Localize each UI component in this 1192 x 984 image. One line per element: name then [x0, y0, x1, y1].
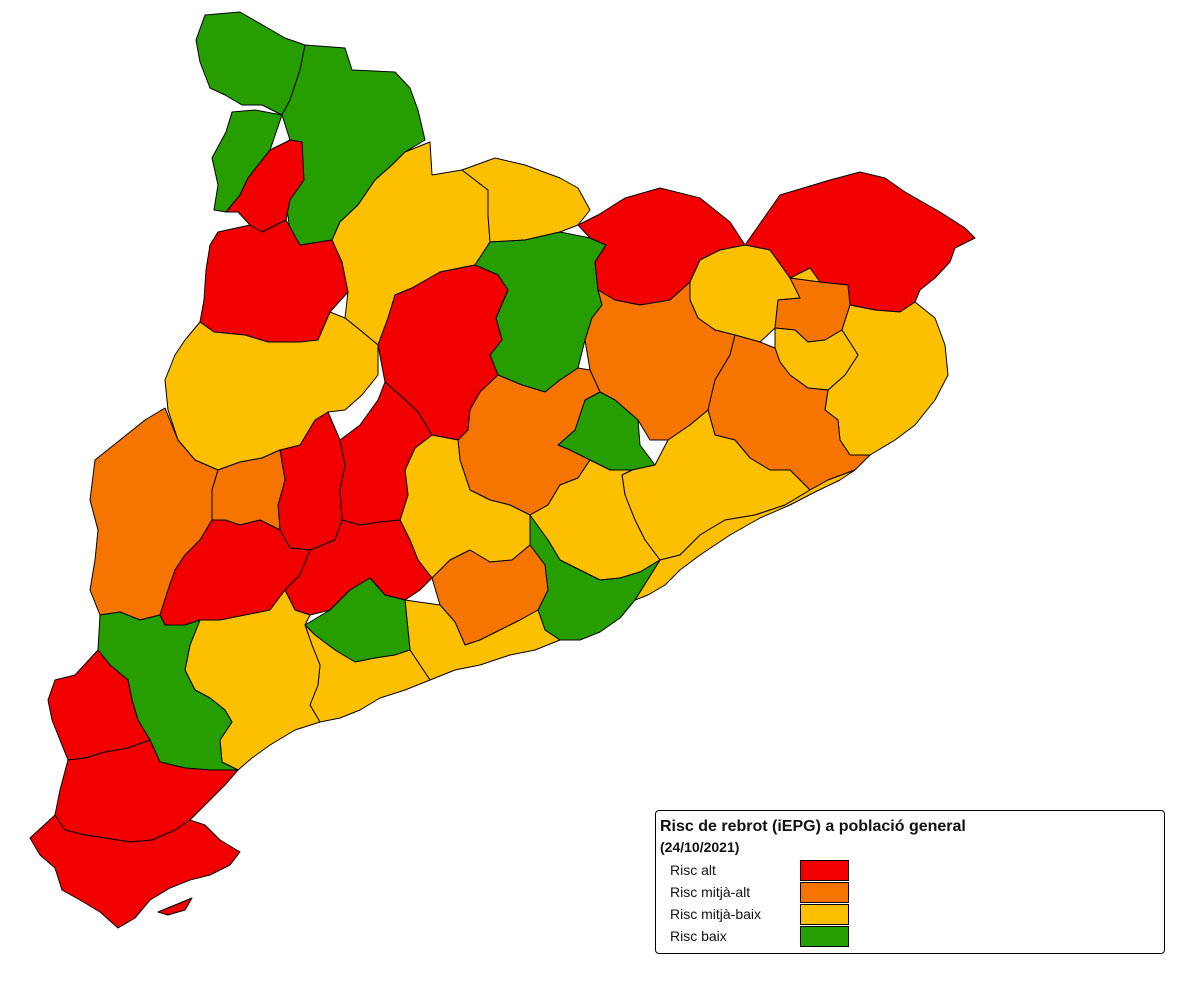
legend-row-alt: Risc alt	[660, 859, 1160, 881]
legend-row-mitja-baix: Risc mitjà-baix	[660, 903, 1160, 925]
legend-box: Risc de rebrot (iEPG) a població general…	[655, 810, 1165, 954]
legend-title: Risc de rebrot (iEPG) a població general	[660, 818, 966, 835]
legend-date: (24/10/2021)	[660, 839, 740, 855]
legend-label-mitja-alt: Risc mitjà-alt	[670, 884, 751, 900]
legend-swatch-baix	[800, 925, 849, 947]
legend-row-baix: Risc baix	[660, 925, 1160, 947]
legend-swatch-mitja-baix	[800, 903, 849, 925]
legend-label-mitja-baix: Risc mitjà-baix	[670, 906, 762, 922]
legend-swatch-mitja-alt	[800, 881, 849, 903]
region-yellow-baixemporda	[824, 301, 949, 456]
region-red-montsia	[29, 814, 241, 929]
legend-swatch-alt	[800, 859, 849, 881]
region-yellow-segria-north	[164, 311, 379, 471]
legend-label-alt: Risc alt	[670, 862, 716, 878]
legend-label-baix: Risc baix	[670, 928, 727, 944]
region-yellow-maresme	[634, 469, 856, 601]
region-red-delta-tip	[157, 897, 193, 916]
legend-row-mitja-alt: Risc mitjà-alt	[660, 881, 1160, 903]
